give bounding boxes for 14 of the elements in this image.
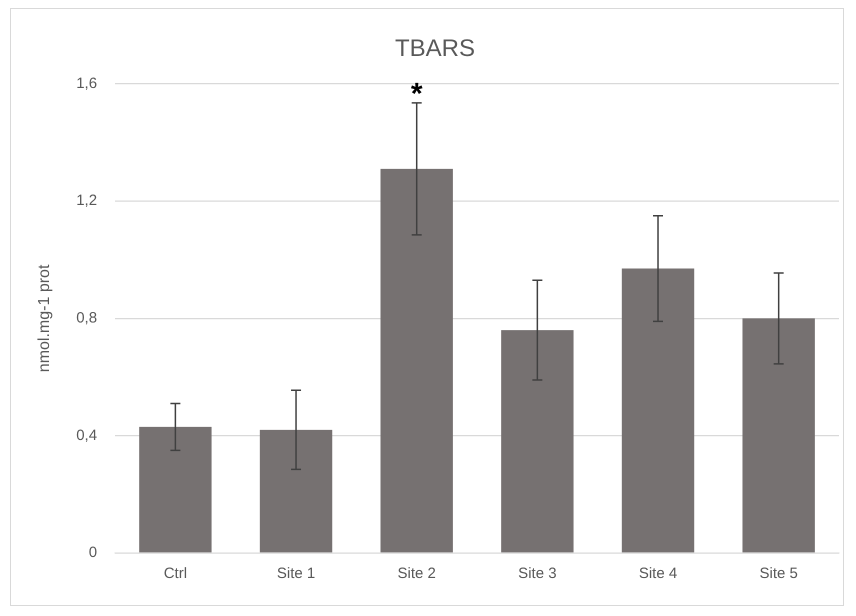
y-tick-label: 1,2: [76, 192, 98, 210]
y-axis-title: nmol.mg-1 prot: [36, 264, 54, 372]
y-tick-label: 0: [88, 544, 98, 562]
x-tick-label: Site 1: [276, 565, 316, 582]
x-tick-label: Ctrl: [164, 565, 188, 582]
annotation: *: [410, 77, 423, 110]
x-tick-label: Site 5: [759, 565, 798, 582]
y-tick-label: 0,4: [76, 426, 98, 444]
x-tick-label: Site 3: [518, 565, 557, 582]
x-tick-label: Site 4: [638, 565, 678, 582]
x-tick-label: Site 2: [398, 565, 436, 582]
y-tick-label: 1,6: [76, 74, 98, 92]
y-tick-label: 0,8: [76, 310, 98, 327]
chart-title: TBARS: [394, 35, 476, 62]
